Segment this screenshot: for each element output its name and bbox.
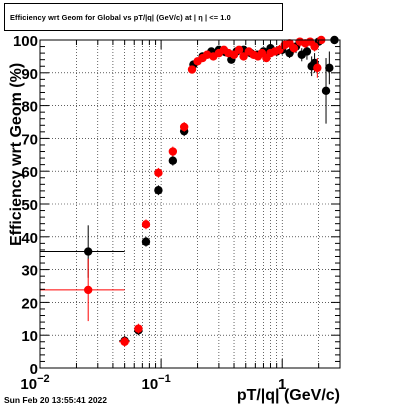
data-point xyxy=(141,220,151,229)
data-point xyxy=(154,186,163,195)
data-point xyxy=(83,285,93,295)
axis-ticks xyxy=(39,39,341,369)
y-tick-label: 10 xyxy=(21,328,38,345)
chart-title: Efficiency wrt Geom for Global vs pT/|q|… xyxy=(10,13,231,22)
data-point xyxy=(187,65,197,74)
data-point xyxy=(310,42,319,51)
y-tick-label: 40 xyxy=(21,230,38,247)
x-tick-label-exponent: −1 xyxy=(158,373,171,385)
data-point xyxy=(179,122,189,132)
data-point xyxy=(168,156,178,165)
timestamp-footer: Sun Feb 20 13:55:41 2022 xyxy=(4,395,108,405)
x-tick-label: 10−1 xyxy=(141,373,170,393)
y-tick-label: 20 xyxy=(21,295,38,312)
y-tick-label: 30 xyxy=(21,263,38,280)
x-tick-label-exponent: −2 xyxy=(37,373,50,385)
data-point xyxy=(83,247,93,256)
series-0 xyxy=(40,35,339,346)
data-point xyxy=(141,237,151,246)
data-point xyxy=(289,44,299,53)
data-series xyxy=(40,35,339,347)
y-tick-label: 100 xyxy=(13,33,38,50)
data-point xyxy=(275,45,284,55)
x-axis-title: pT/|q| (GeV/c) xyxy=(237,387,340,404)
y-tick-label: 90 xyxy=(21,66,38,83)
data-point xyxy=(321,86,331,96)
x-tick-label: 10−2 xyxy=(20,373,49,393)
data-point xyxy=(313,63,322,73)
series-1 xyxy=(40,35,326,347)
data-point xyxy=(168,147,178,156)
y-tick-label: 60 xyxy=(21,164,38,181)
y-tick-label: 70 xyxy=(21,131,38,148)
data-point xyxy=(325,63,334,73)
x-tick-label: 1 xyxy=(278,376,286,393)
grid-lines xyxy=(40,40,340,368)
y-axis-title: Efficiency wrt Geom (%) xyxy=(8,63,25,246)
y-tick-label: 80 xyxy=(21,99,38,116)
data-point xyxy=(234,45,244,55)
data-point xyxy=(302,47,312,56)
chart-title-box: Efficiency wrt Geom for Global vs pT/|q|… xyxy=(4,3,283,31)
data-point xyxy=(154,168,163,178)
tick-labels: 0 10 20 30 40 50 60 70 80 90 100 10−2 10−1 1 xyxy=(13,33,286,393)
data-point xyxy=(134,324,143,333)
y-tick-label: 50 xyxy=(21,197,38,214)
data-point xyxy=(120,337,129,346)
y-tick-label: 0 xyxy=(30,361,38,378)
